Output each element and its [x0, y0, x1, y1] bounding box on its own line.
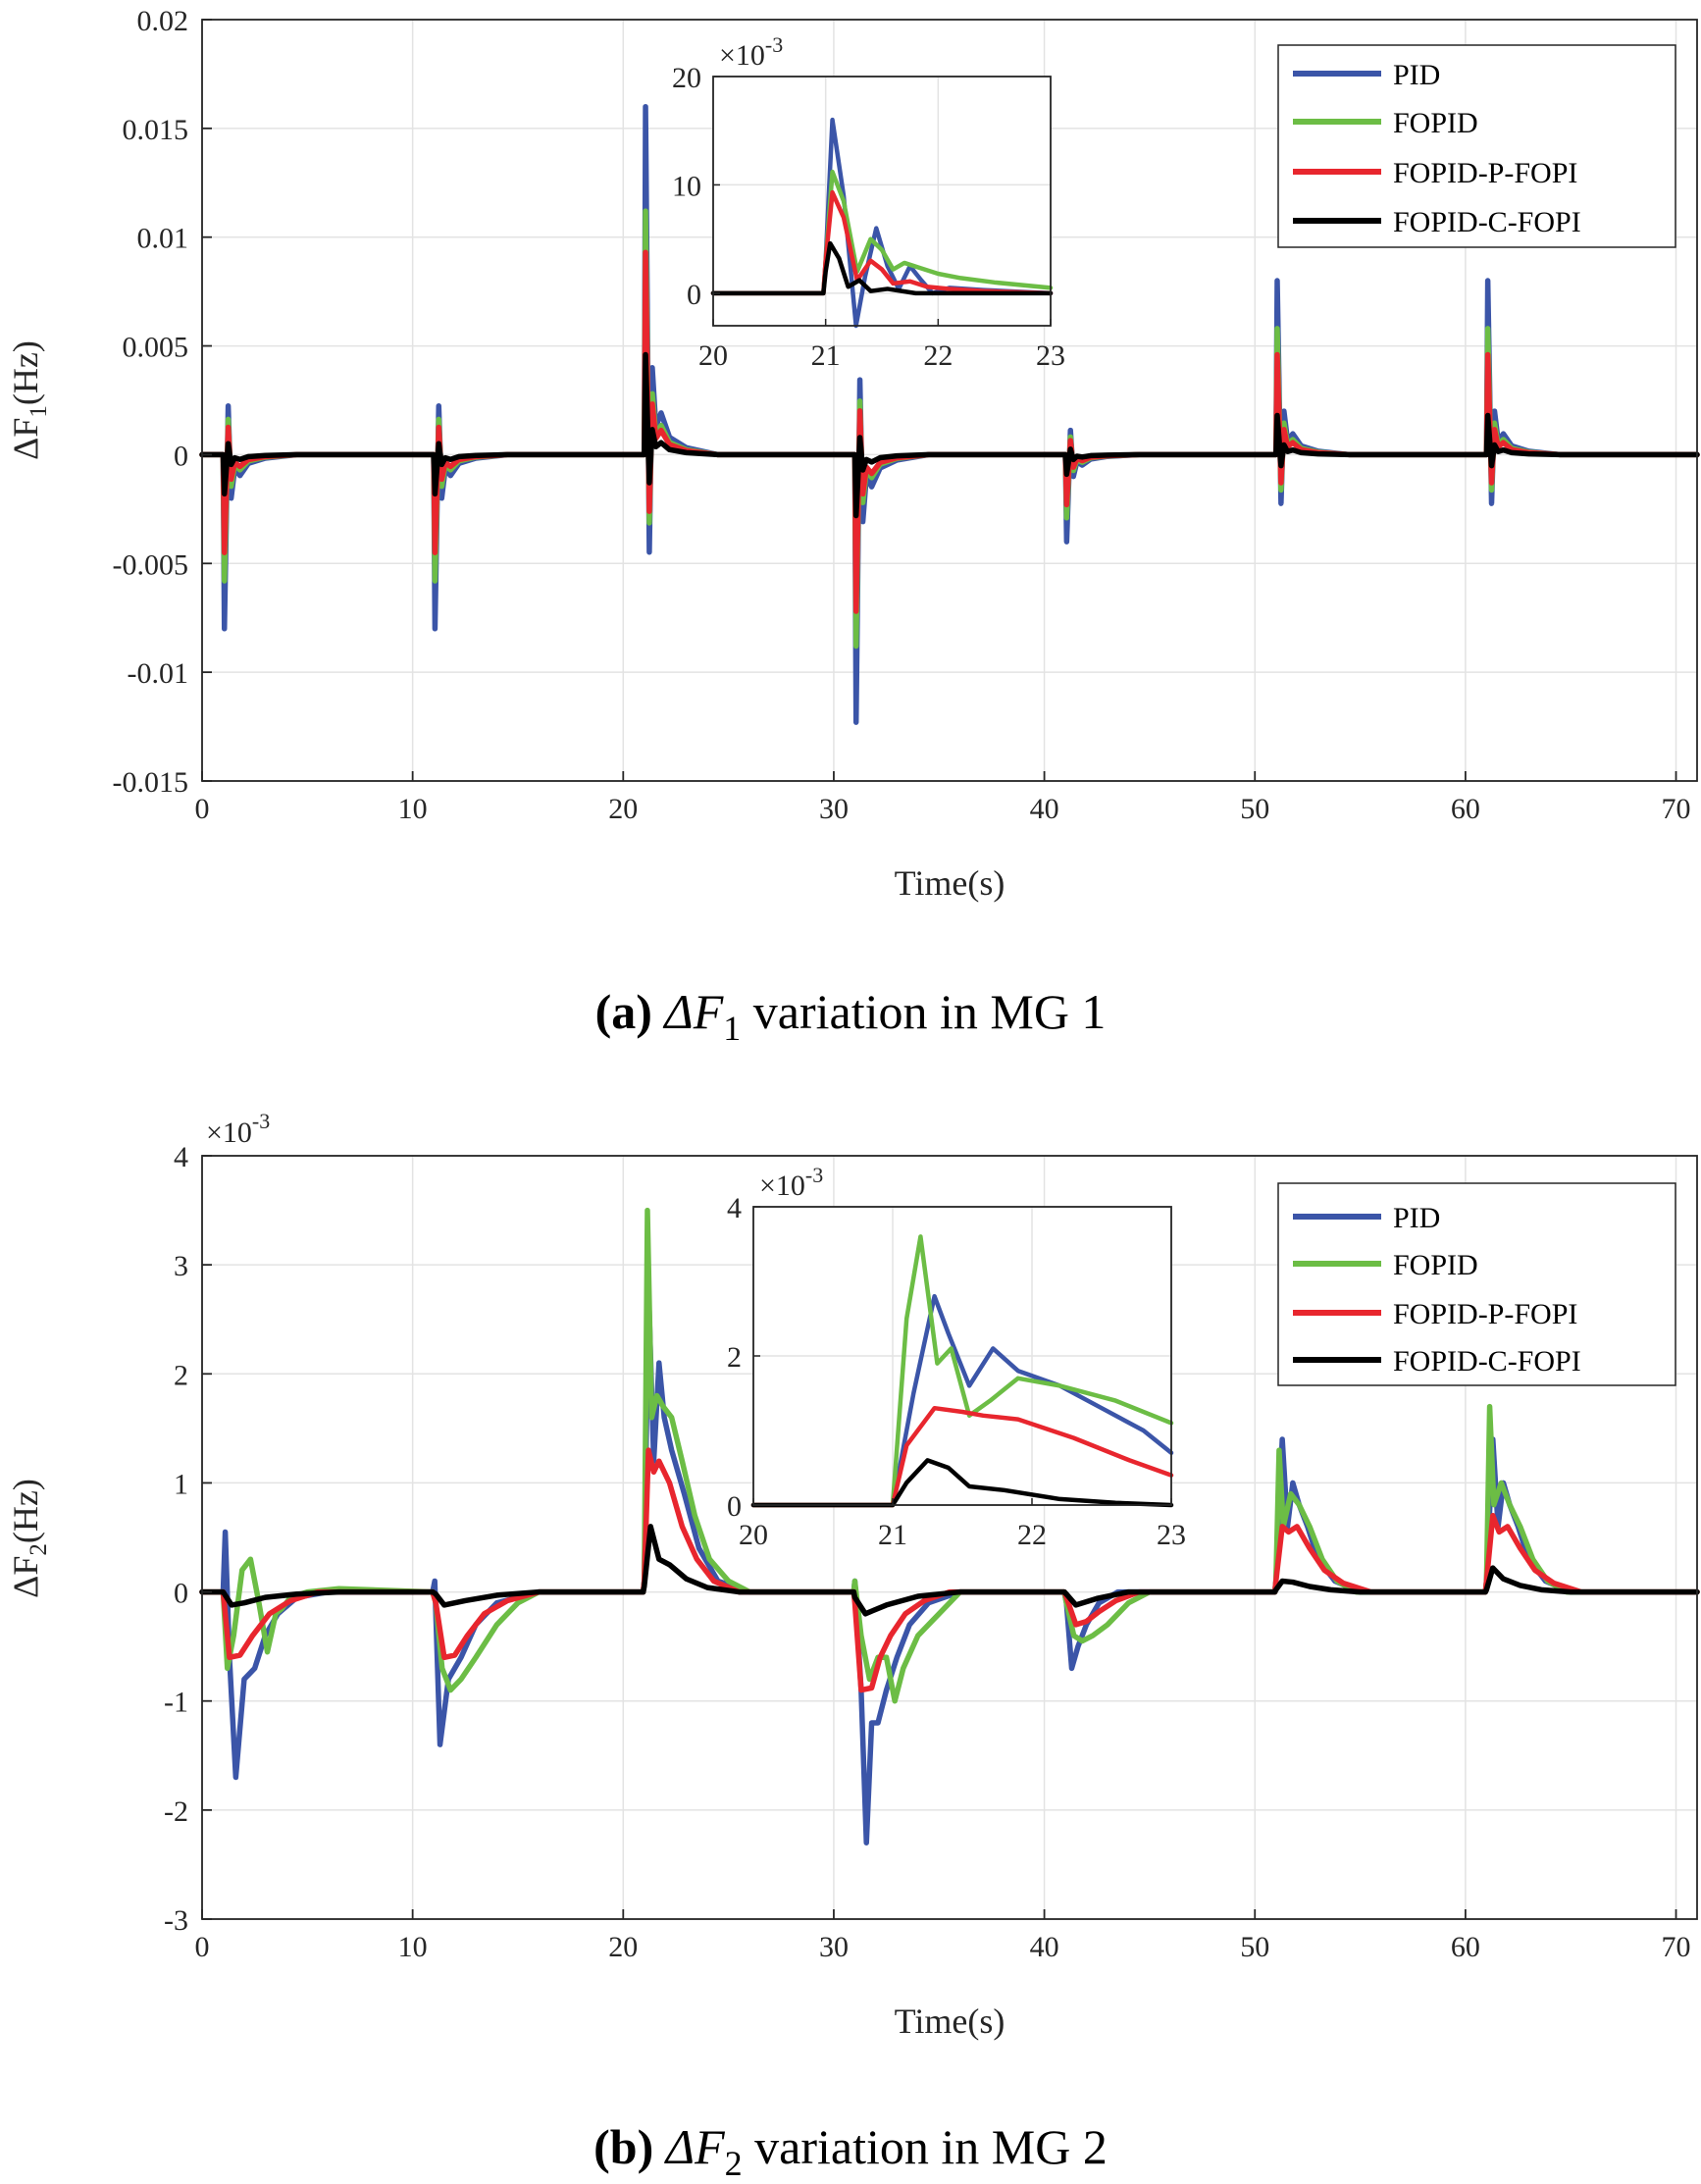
- panel-a-ticks: 0 10 20 30 40 50 60 70 -0.015 -0.01 -0.005 0 0.005 0.…: [113, 5, 1691, 825]
- panel-b-x-tick-label: 30: [819, 1931, 849, 1963]
- panel-b-plot-frame: [201, 1155, 1698, 1920]
- panel-a-inset-y-tick-label: 10: [672, 170, 701, 202]
- panel-a-y-tick-label: 0.015: [123, 114, 189, 146]
- panel-a-x-tick-label: 50: [1240, 793, 1269, 825]
- panel-a-inset-y-tick-label: 0: [687, 279, 701, 311]
- panel-b-inset-x-tick-label: 23: [1157, 1519, 1186, 1551]
- panel-b-inset-y-tick-label: 2: [727, 1341, 742, 1374]
- panel-a-x-tick-label: 30: [819, 793, 849, 825]
- panel-a-inset-ticks: 20 21 22 23 0 10 20 ×10-3: [672, 32, 1065, 372]
- panel-a-chart: 0 10 20 30 40 50 60 70 -0.015 -0.01 -0.005 0 0.005 0.…: [6, 5, 1700, 1048]
- panel-b-inset-series-fopid-p-fopi: [750, 1405, 1174, 1508]
- panel-b-inset-x-tick-label: 21: [878, 1519, 907, 1551]
- panel-b-x-tick-label: 10: [398, 1931, 428, 1963]
- panel-a-legend: PID FOPID FOPID-P-FOPI FOPID-C-FOPI: [1277, 44, 1676, 248]
- panel-b-legend-label-fopid-c-fopi: FOPID-C-FOPI: [1393, 1345, 1581, 1378]
- panel-b-inset: 20 21 22 23 0 2 4 ×10-3: [727, 1163, 1186, 1551]
- panel-a-y-tick-label: -0.01: [128, 657, 189, 690]
- panel-a-series-fopid-c-fopi: [199, 351, 1700, 519]
- panel-b-x-tick-label: 50: [1240, 1931, 1269, 1963]
- panel-a-x-tick-label: 70: [1662, 793, 1691, 825]
- panel-b-y-tick-label: 4: [174, 1141, 188, 1173]
- panel-b-x-tick-label: 40: [1030, 1931, 1059, 1963]
- panel-a-x-tick-label: 0: [195, 793, 210, 825]
- panel-b-x-tick-label: 0: [195, 1931, 210, 1963]
- panel-b-x-tick-label: 60: [1451, 1931, 1480, 1963]
- panel-a-inset-frame: [712, 76, 1052, 327]
- panel-b-inset-lines: [750, 1234, 1174, 1508]
- panel-a-y-tick-label: 0.02: [137, 5, 189, 37]
- panel-a-legend-box: [1277, 44, 1676, 248]
- panel-a-plot-frame: [201, 19, 1698, 782]
- panel-b-inset-y-tick-label: 0: [727, 1490, 742, 1523]
- panel-b-inset-series-pid: [750, 1293, 1174, 1508]
- panel-b-y-tick-label: 0: [174, 1578, 188, 1610]
- panel-b-y-tick-label: -2: [164, 1795, 188, 1828]
- panel-b-legend-label-pid: PID: [1393, 1202, 1440, 1234]
- panel-b-y-tick-label: -1: [164, 1687, 188, 1719]
- panel-a-y-tick-label: 0.01: [137, 223, 189, 255]
- panel-b-inset-ticks: 20 21 22 23 0 2 4 ×10-3: [727, 1163, 1186, 1551]
- panel-a-inset-x-tick-label: 23: [1036, 339, 1065, 372]
- panel-a-inset-x-tick-label: 22: [923, 339, 953, 372]
- panel-b-legend-label-fopid: FOPID: [1393, 1249, 1478, 1281]
- panel-a-y-tick-label: 0.005: [123, 332, 189, 364]
- panel-a-y-axis-label: ΔF1(Hz): [6, 340, 52, 460]
- panel-a-y-tick-label: -0.005: [113, 548, 189, 581]
- panel-b-inset-series-fopid-c-fopi: [750, 1458, 1174, 1508]
- panel-a-x-tick-label: 20: [608, 793, 638, 825]
- panel-b-lines: [199, 1207, 1700, 1846]
- panel-a-inset-y-exponent: ×10-3: [719, 32, 783, 72]
- panel-a-inset-lines: [710, 117, 1054, 329]
- panel-a-y-tick-label: 0: [174, 440, 188, 472]
- panel-a-caption: (a) ΔF1 variation in MG 1: [595, 984, 1107, 1048]
- panel-b-legend: PID FOPID FOPID-P-FOPI FOPID-C-FOPI: [1277, 1182, 1676, 1386]
- panel-a-inset-x-tick-label: 20: [698, 339, 728, 372]
- panel-a-inset-x-tick-label: 21: [811, 339, 841, 372]
- panel-a-inset-y-tick-label: 20: [672, 62, 701, 94]
- panel-b-y-axis-label: ΔF2(Hz): [6, 1479, 52, 1598]
- panel-a-legend-label-fopid: FOPID: [1393, 107, 1478, 139]
- panel-a-inset: 20 21 22 23 0 10 20 ×10-3: [672, 32, 1065, 372]
- panel-a-x-tick-label: 10: [398, 793, 428, 825]
- panel-b-inset-x-tick-label: 22: [1017, 1519, 1047, 1551]
- panel-a-lines: [199, 103, 1700, 725]
- panel-a-y-tick-label: -0.015: [113, 766, 189, 799]
- panel-a-x-axis-label: Time(s): [895, 863, 1005, 903]
- panel-a-inset-series-fopid-c-fopi: [710, 240, 1054, 296]
- panel-a-x-tick-label: 40: [1030, 793, 1059, 825]
- panel-b-x-axis-label: Time(s): [895, 2002, 1005, 2041]
- panel-b-y-tick-label: 1: [174, 1468, 188, 1500]
- panel-b-legend-label-fopid-p-fopi: FOPID-P-FOPI: [1393, 1298, 1577, 1330]
- panel-b-y-tick-label: 2: [174, 1359, 188, 1391]
- panel-b-x-tick-label: 20: [608, 1931, 638, 1963]
- panel-b-y-tick-label: -3: [164, 1904, 188, 1937]
- panel-a-x-tick-label: 60: [1451, 793, 1480, 825]
- panel-a-legend-label-fopid-c-fopi: FOPID-C-FOPI: [1393, 206, 1581, 238]
- panel-b-inset-y-exponent: ×10-3: [759, 1163, 823, 1202]
- panel-b-inset-y-tick-label: 4: [727, 1192, 742, 1224]
- panel-b-series-fopid-c-fopi: [199, 1524, 1700, 1617]
- panel-a-inset-series-fopid-p-fopi: [710, 189, 1054, 296]
- panel-b-y-exponent: ×10-3: [206, 1109, 270, 1149]
- panel-b-inset-series-fopid: [750, 1234, 1174, 1508]
- panel-b-y-tick-label: 3: [174, 1250, 188, 1282]
- panel-b-inset-x-tick-label: 20: [739, 1519, 768, 1551]
- panel-a-legend-label-fopid-p-fopi: FOPID-P-FOPI: [1393, 157, 1577, 189]
- panel-b-x-tick-label: 70: [1662, 1931, 1691, 1963]
- panel-a-legend-label-pid: PID: [1393, 59, 1440, 91]
- panel-b-caption: (b) ΔF2 variation in MG 2: [593, 2119, 1108, 2183]
